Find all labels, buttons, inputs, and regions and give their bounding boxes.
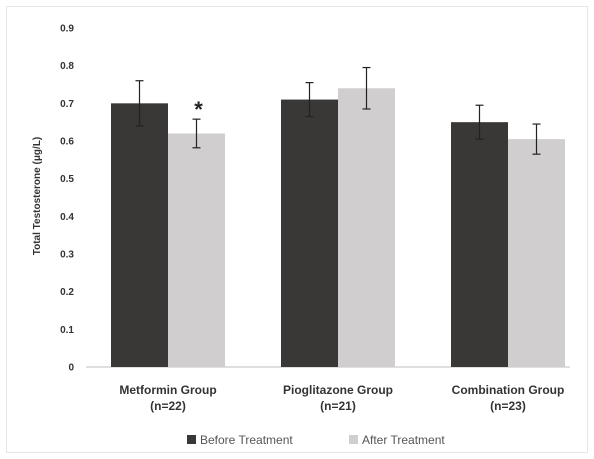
category-label: Combination Group <box>452 383 565 397</box>
error-bar <box>305 82 314 118</box>
bar-before-2 <box>451 122 508 368</box>
bar-after-2 <box>508 139 565 367</box>
legend-swatch <box>349 435 358 444</box>
y-axis-ticks: 0 0.1 0.2 0.3 0.4 0.5 0.6 0.7 0.8 0.9 <box>60 24 74 374</box>
y-tick-label: 0.8 <box>60 61 74 72</box>
legend-label: After Treatment <box>362 433 445 447</box>
bar-after-0 <box>168 133 225 367</box>
legend-item: Before Treatment <box>187 433 293 447</box>
error-bar <box>362 66 371 110</box>
annotations: * <box>194 97 203 122</box>
category-sample-size: (n=21) <box>320 399 356 413</box>
y-tick-label: 0.2 <box>60 287 74 298</box>
error-bar <box>475 104 484 140</box>
legend: Before Treatment After Treatment <box>187 433 445 447</box>
category-labels: Metformin Group (n=22) Pioglitazone Group (… <box>119 383 564 413</box>
category-sample-size: (n=23) <box>490 399 526 413</box>
legend-swatch <box>187 435 196 444</box>
y-tick-label: 0.7 <box>60 99 74 110</box>
category-sample-size: (n=22) <box>150 399 186 413</box>
category-label: Pioglitazone Group <box>283 383 393 397</box>
error-bar <box>135 80 144 127</box>
y-tick-label: 0.1 <box>60 325 74 336</box>
y-tick-label: 0.9 <box>60 24 74 35</box>
category-label: Metformin Group <box>119 383 216 397</box>
error-bars <box>135 66 541 155</box>
bars <box>111 88 565 368</box>
bar-before-0 <box>111 103 168 367</box>
bar-after-1 <box>338 88 395 368</box>
y-tick-label: 0 <box>68 363 74 374</box>
y-tick-label: 0.3 <box>60 250 74 261</box>
legend-label: Before Treatment <box>200 433 293 447</box>
significance-marker: * <box>194 97 203 122</box>
bar-before-1 <box>281 99 338 368</box>
error-bar <box>192 118 201 149</box>
error-bar <box>532 123 541 155</box>
y-tick-label: 0.4 <box>60 212 74 223</box>
y-tick-label: 0.5 <box>60 174 74 185</box>
legend-item: After Treatment <box>349 433 445 447</box>
y-axis-label: Total Testosterone (μg/L) <box>32 137 43 256</box>
y-tick-label: 0.6 <box>60 137 74 148</box>
